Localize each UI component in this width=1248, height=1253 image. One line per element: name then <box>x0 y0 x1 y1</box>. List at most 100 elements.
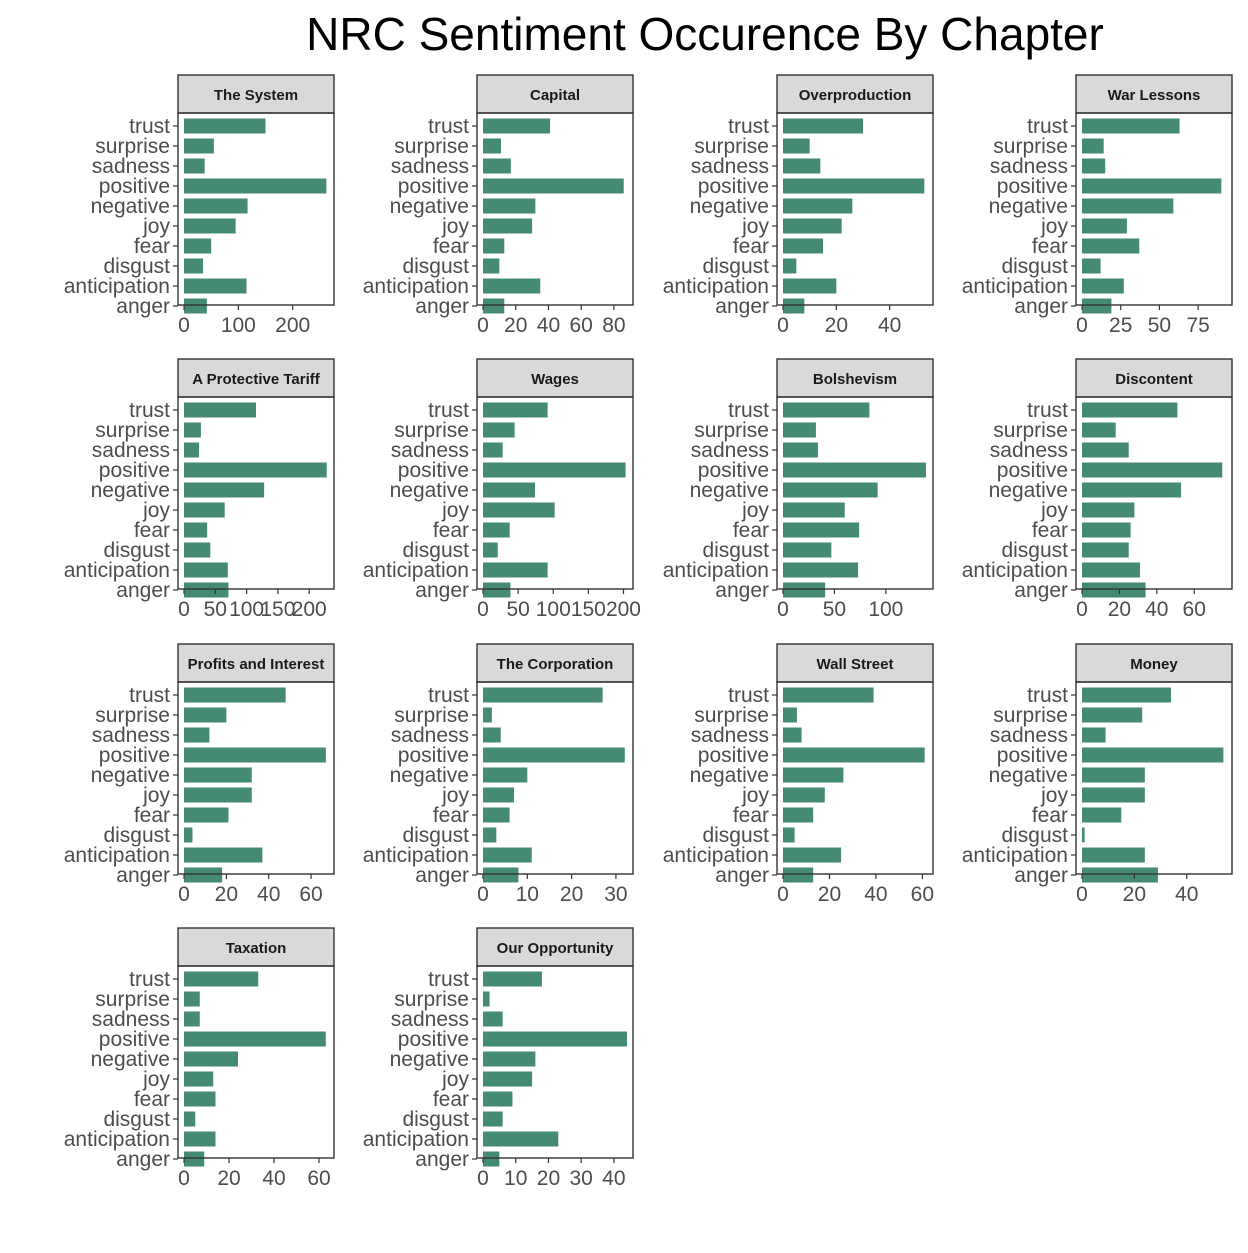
bar <box>184 1151 205 1167</box>
x-tick-label: 0 <box>1076 314 1088 337</box>
bar <box>184 562 228 578</box>
y-tick-label: surprise <box>95 704 170 727</box>
y-tick-label: joy <box>741 215 769 238</box>
bar <box>1082 847 1145 863</box>
facet-panel: Bolshevism trustsurprisesadnesspositivene… <box>663 358 934 621</box>
facet-panel: Discontent trustsurprisesadnesspositivene… <box>962 358 1233 621</box>
facet-panel: Money trustsurprisesadnesspositivenegativ… <box>962 643 1233 906</box>
y-tick-label: trust <box>1027 399 1068 422</box>
bar <box>184 218 236 234</box>
y-tick-label: sadness <box>691 155 769 178</box>
panel-frame <box>776 681 934 875</box>
y-tick-label: anticipation <box>64 844 170 867</box>
bar <box>483 118 551 134</box>
y-tick-label: surprise <box>394 419 469 442</box>
bar <box>483 971 542 987</box>
x-tick-label: 20 <box>1123 883 1146 906</box>
bar <box>483 582 511 598</box>
bar <box>783 522 860 538</box>
y-tick-label: sadness <box>990 439 1068 462</box>
bar <box>483 502 555 518</box>
panel-frame <box>476 112 634 306</box>
y-tick-label: trust <box>129 115 170 138</box>
bar <box>1082 442 1129 458</box>
bar <box>184 482 265 498</box>
bar <box>783 687 874 703</box>
y-tick-label: negative <box>390 479 469 502</box>
facet-label: Profits and Interest <box>188 656 325 673</box>
chart-title: NRC Sentiment Occurence By Chapter <box>306 8 1104 60</box>
bar <box>483 238 505 254</box>
y-tick-label: trust <box>428 684 469 707</box>
bar <box>783 258 797 274</box>
facet-panel: The System trustsurprisesadnesspositivene… <box>64 74 335 337</box>
y-tick-label: surprise <box>694 135 769 158</box>
y-tick-label: joy <box>142 784 170 807</box>
bar <box>1082 198 1174 214</box>
bar <box>1082 178 1222 194</box>
bar <box>184 502 225 518</box>
facet-panel: Our Opportunity trustsurprisesadnessposit… <box>363 927 634 1190</box>
bar <box>483 522 510 538</box>
y-tick-label: positive <box>997 744 1068 767</box>
y-tick-label: negative <box>690 479 769 502</box>
y-tick-label: negative <box>91 764 170 787</box>
bar <box>783 747 925 763</box>
x-tick-label: 0 <box>1076 598 1088 621</box>
bar <box>483 138 501 154</box>
y-tick-label: anticipation <box>663 559 769 582</box>
y-tick-label: negative <box>690 195 769 218</box>
y-tick-label: surprise <box>694 419 769 442</box>
x-tick-label: 0 <box>477 314 489 337</box>
x-tick-label: 200 <box>606 598 641 621</box>
y-tick-label: sadness <box>990 724 1068 747</box>
y-tick-label: surprise <box>394 135 469 158</box>
x-tick-label: 20 <box>537 1167 560 1190</box>
y-tick-label: fear <box>433 804 469 827</box>
y-tick-label: negative <box>390 195 469 218</box>
bar <box>184 542 211 558</box>
bar <box>1082 562 1140 578</box>
bar <box>1082 218 1127 234</box>
x-tick-label: 200 <box>275 314 310 337</box>
facet-label: Discontent <box>1115 371 1193 388</box>
y-tick-label: anger <box>715 579 769 602</box>
y-tick-label: anticipation <box>64 1128 170 1151</box>
bar <box>1082 238 1140 254</box>
x-tick-label: 0 <box>777 598 789 621</box>
y-tick-label: joy <box>741 784 769 807</box>
bar <box>783 178 925 194</box>
y-tick-label: positive <box>698 175 769 198</box>
facet-panel: Overproduction trustsurprisesadnesspositi… <box>663 74 934 337</box>
bar <box>483 1131 559 1147</box>
bar <box>483 707 492 723</box>
y-tick-label: fear <box>733 235 769 258</box>
x-tick-label: 25 <box>1109 314 1132 337</box>
bar <box>483 298 505 314</box>
bar <box>1082 827 1085 843</box>
facet-label: Bolshevism <box>813 371 897 388</box>
bar <box>483 787 515 803</box>
bar <box>1082 787 1145 803</box>
facet-strip <box>177 643 335 683</box>
y-tick-label: fear <box>134 519 170 542</box>
y-tick-label: disgust <box>1001 255 1068 278</box>
facet-panel: Taxation trustsurprisesadnesspositivenega… <box>64 927 335 1190</box>
facet-label: The System <box>214 87 298 104</box>
bar <box>783 807 814 823</box>
bar <box>483 422 515 438</box>
bar <box>483 542 498 558</box>
bar <box>1082 707 1143 723</box>
y-tick-label: disgust <box>402 1108 469 1131</box>
bar <box>184 1031 326 1047</box>
bar <box>483 1111 503 1127</box>
y-tick-label: negative <box>989 764 1068 787</box>
x-tick-label: 0 <box>477 1167 489 1190</box>
bar <box>783 582 826 598</box>
bar <box>783 502 845 518</box>
bar <box>184 687 286 703</box>
facet-strip <box>776 643 934 683</box>
x-tick-label: 80 <box>602 314 625 337</box>
y-tick-label: disgust <box>702 824 769 847</box>
y-tick-label: disgust <box>103 255 170 278</box>
